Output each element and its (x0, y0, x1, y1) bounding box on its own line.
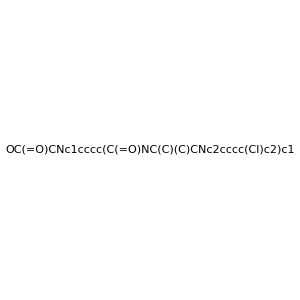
Text: OC(=O)CNc1cccc(C(=O)NC(C)(C)CNc2cccc(Cl)c2)c1: OC(=O)CNc1cccc(C(=O)NC(C)(C)CNc2cccc(Cl)… (5, 145, 295, 155)
